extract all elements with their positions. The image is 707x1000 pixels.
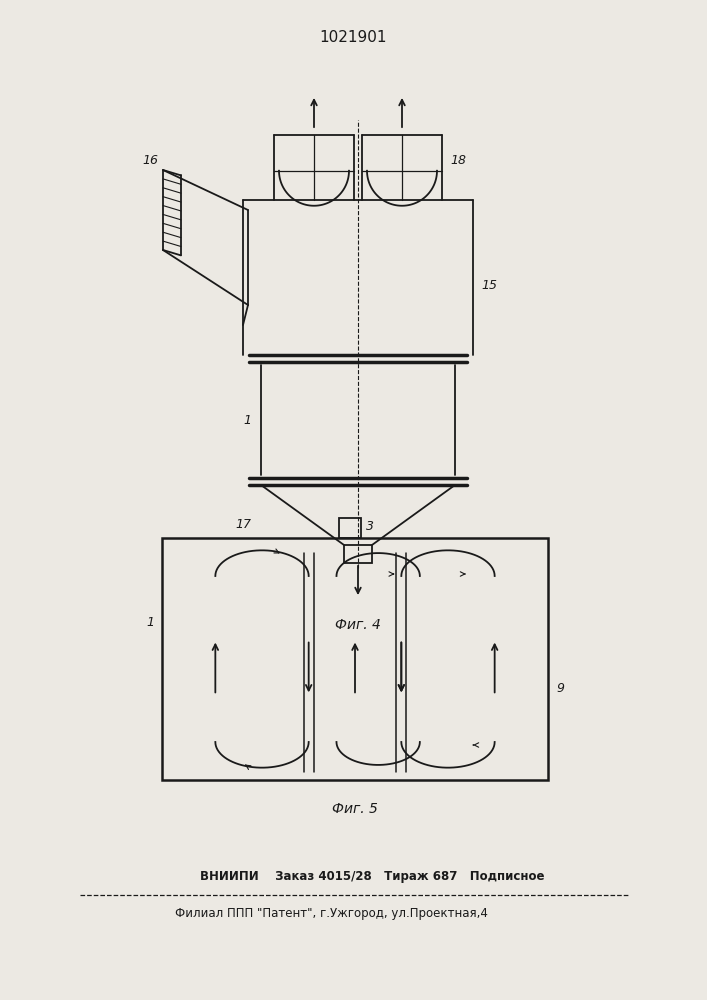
Text: Фиг. 4: Фиг. 4 [335, 618, 381, 632]
Bar [339, 518, 361, 538]
Text: 3: 3 [366, 520, 374, 532]
Text: Фиг. 5: Фиг. 5 [332, 802, 378, 816]
Text: 17: 17 [235, 518, 251, 532]
Text: 18: 18 [450, 154, 466, 167]
Text: 9: 9 [556, 682, 564, 695]
Text: 15: 15 [481, 279, 497, 292]
Text: 1021901: 1021901 [320, 30, 387, 45]
Bar [162, 538, 548, 780]
Text: 16: 16 [142, 153, 158, 166]
Text: 1: 1 [146, 616, 154, 629]
Text: Филиал ППП "Патент", г.Ужгород, ул.Проектная,4: Филиал ППП "Патент", г.Ужгород, ул.Проек… [175, 907, 488, 920]
Bar [344, 545, 372, 563]
Text: ВНИИПИ    Заказ 4015/28   Тираж 687   Подписное: ВНИИПИ Заказ 4015/28 Тираж 687 Подписное [200, 870, 544, 883]
Text: 1: 1 [243, 414, 251, 426]
